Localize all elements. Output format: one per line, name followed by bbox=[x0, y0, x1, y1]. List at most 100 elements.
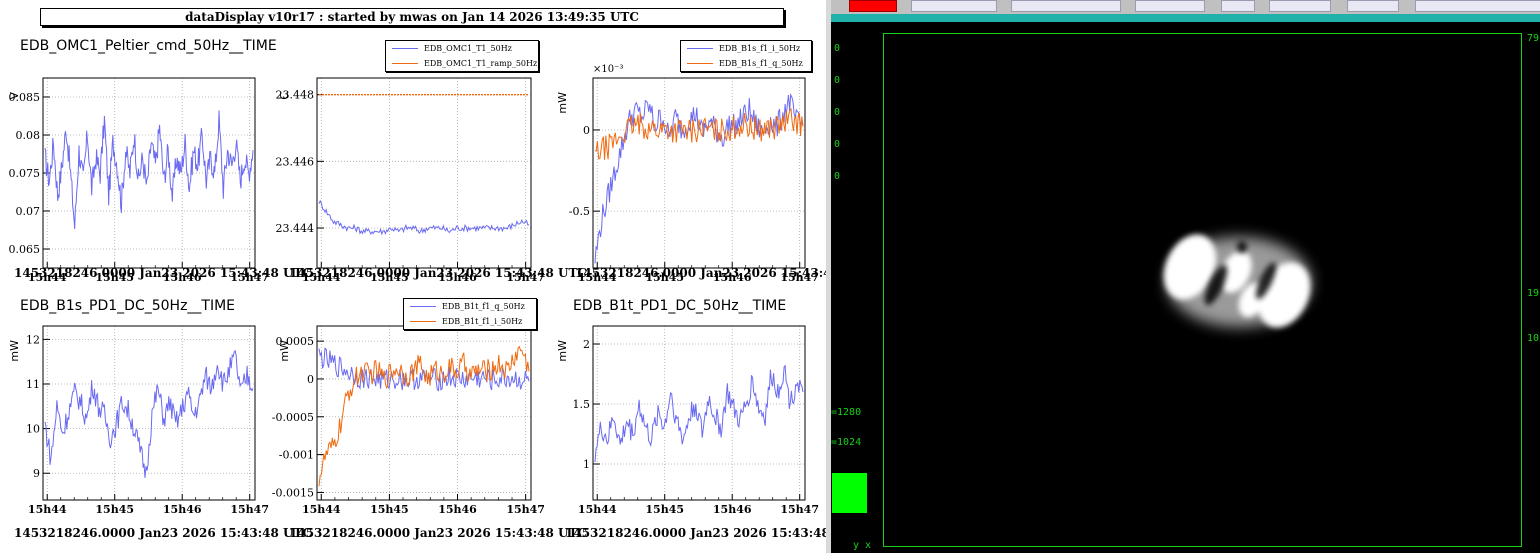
series-line bbox=[44, 349, 254, 478]
y-tick-label: 10 bbox=[26, 423, 40, 436]
y-axis-label: V bbox=[8, 92, 21, 100]
y-tick-label: 0 bbox=[307, 373, 314, 386]
x-tick-label: 15h47 bbox=[780, 271, 819, 284]
left-scale-label: 0 bbox=[834, 107, 841, 118]
y-tick-label: 0.0005 bbox=[276, 335, 315, 348]
beam-spot-image bbox=[1163, 234, 1311, 328]
plot-canvas: 15h44 15h45 15h46 15h47 -0.0015 -0.001 -0.0005… bbox=[272, 325, 545, 516]
y-tick-label: 9 bbox=[33, 467, 40, 480]
left-scale-label: 0 bbox=[834, 171, 841, 182]
toolbar-button-red[interactable] bbox=[849, 0, 897, 12]
toolbar-button-6[interactable] bbox=[1347, 0, 1399, 12]
y-tick-label: 0.08 bbox=[16, 129, 41, 142]
series-line bbox=[318, 345, 530, 487]
x-tick-label: 15h47 bbox=[230, 271, 269, 284]
legend-label: EDB_B1s_f1_q_50Hz bbox=[719, 59, 803, 68]
y-tick-label: 0 bbox=[583, 124, 590, 137]
x-tick-label: 15h46 bbox=[438, 503, 477, 516]
y-tick-label: -0.001 bbox=[279, 449, 314, 462]
plot-timestamp: 1453218246.0000 Jan23 2026 15:43:48 UTC bbox=[14, 526, 312, 540]
plot-pad-5[interactable]: 1453218246.0000 Jan23 2026 15:43:48 UTC 1… bbox=[272, 292, 587, 552]
x-tick-label: 15h47 bbox=[506, 271, 545, 284]
toolbar-button-1[interactable] bbox=[911, 0, 997, 12]
x-tick-label: 15h44 bbox=[302, 503, 341, 516]
y-tick-label: 23.448 bbox=[276, 89, 315, 102]
x-tick-label: 15h47 bbox=[780, 503, 819, 516]
x-tick-label: 15h44 bbox=[28, 503, 67, 516]
legend-label: EDB_B1s_f1_i_50Hz bbox=[719, 44, 801, 53]
plot-timestamp: 1453218246.0000 Jan23 2026 15:43:48 UTC bbox=[289, 526, 587, 540]
x-tick-label: 15h46 bbox=[713, 271, 752, 284]
y-exponent-label: ×10⁻³ bbox=[593, 64, 623, 75]
y-tick-label: 11 bbox=[26, 378, 40, 391]
left-scale-label: 0 bbox=[834, 139, 841, 150]
y-tick-label: 23.446 bbox=[276, 155, 315, 168]
right-scale-label: 19 bbox=[1527, 288, 1540, 299]
y-tick-label: 1.5 bbox=[573, 398, 591, 411]
plot-pad-2[interactable]: 1453218246.0000 Jan23 2026 15:43:48 UTC 1… bbox=[276, 30, 587, 290]
toolbar-button-2[interactable] bbox=[1011, 0, 1121, 12]
toolbar-button-3[interactable] bbox=[1135, 0, 1205, 12]
plot-title: EDB_B1t_PD1_DC_50Hz__TIME bbox=[573, 298, 787, 314]
legend-swatch bbox=[687, 48, 713, 49]
legend-label: EDB_OMC1_T1_50Hz bbox=[424, 44, 512, 53]
right-scale-label: 10 bbox=[1527, 333, 1540, 344]
legend-entry: EDB_B1s_f1_q_50Hz bbox=[681, 56, 811, 71]
y-tick-label: 2 bbox=[583, 338, 590, 351]
x-tick-label: 15h44 bbox=[302, 271, 341, 284]
legend-entry: EDB_B1t_f1_i_50Hz bbox=[404, 314, 536, 329]
y-axis-label: mW bbox=[556, 340, 569, 362]
x-tick-label: 15h47 bbox=[230, 503, 269, 516]
viewer-toolbar bbox=[831, 0, 1540, 14]
left-scale-label: 0 bbox=[834, 43, 841, 54]
plot-title: EDB_OMC1_Peltier_cmd_50Hz__TIME bbox=[20, 38, 277, 54]
plot-legend[interactable]: EDB_OMC1_T1_50Hz EDB_OMC1_T1_ramp_50Hz bbox=[385, 40, 539, 72]
plot-frame bbox=[42, 325, 256, 501]
plot-legend[interactable]: EDB_B1t_f1_q_50Hz EDB_B1t_f1_i_50Hz bbox=[403, 298, 537, 330]
status-indicator[interactable] bbox=[832, 473, 867, 513]
y-tick-label: 1 bbox=[583, 458, 590, 471]
y-tick-label: 0.085 bbox=[9, 91, 41, 104]
y-axis-label: mW bbox=[278, 340, 291, 362]
toolbar-button-4[interactable] bbox=[1221, 0, 1255, 12]
plot-timestamp: 1453218246.0000 Jan23 2026 15:43:48 UTC bbox=[575, 266, 873, 280]
legend-swatch bbox=[410, 321, 436, 322]
x-tick-label: 15h45 bbox=[370, 271, 409, 284]
legend-entry: EDB_OMC1_T1_50Hz bbox=[386, 41, 538, 56]
x-tick-label: 15h44 bbox=[28, 271, 67, 284]
plot-timestamp: 1453218246.0000 Jan23 2026 15:43:48 UTC bbox=[565, 526, 863, 540]
legend-swatch bbox=[687, 63, 713, 64]
toolbar-button-5[interactable] bbox=[1269, 0, 1331, 12]
plot-frame bbox=[592, 325, 806, 501]
plot-pad-3[interactable]: 1453218246.0000 Jan23 2026 15:43:48 UTC 1… bbox=[555, 30, 873, 290]
plot-legend[interactable]: EDB_B1s_f1_i_50Hz EDB_B1s_f1_q_50Hz bbox=[680, 40, 812, 72]
y-axis-label: C bbox=[278, 92, 291, 100]
plot-frame bbox=[42, 77, 256, 269]
series-line bbox=[594, 107, 804, 160]
x-tick-label: 15h46 bbox=[438, 271, 477, 284]
legend-entry: EDB_OMC1_T1_ramp_50Hz bbox=[386, 56, 538, 71]
y-tick-label: 12 bbox=[26, 333, 40, 346]
plot-pad-1[interactable]: EDB_OMC1_Peltier_cmd_50Hz__TIME 145321824… bbox=[0, 30, 312, 290]
camera-image-frame[interactable] bbox=[883, 33, 1522, 547]
legend-entry: EDB_B1s_f1_i_50Hz bbox=[681, 41, 811, 56]
y-tick-label: -0.5 bbox=[569, 205, 590, 218]
x-tick-label: 15h45 bbox=[95, 271, 134, 284]
y-tick-label: 0.07 bbox=[16, 205, 41, 218]
y-tick-label: 23.444 bbox=[276, 222, 315, 235]
x-tick-label: 15h44 bbox=[578, 503, 617, 516]
plot-pad-6[interactable]: EDB_B1t_PD1_DC_50Hz__TIME 1453218246.0000… bbox=[555, 292, 863, 552]
toolbar-button-7[interactable] bbox=[1415, 0, 1540, 12]
x-tick-label: 15h47 bbox=[506, 503, 545, 516]
y-axis-label: mW bbox=[556, 92, 569, 114]
series-line bbox=[44, 110, 254, 230]
plot-title: EDB_B1s_PD1_DC_50Hz__TIME bbox=[20, 298, 236, 314]
image-height-label: =1024 bbox=[831, 437, 862, 448]
x-tick-label: 15h46 bbox=[163, 271, 202, 284]
viewer-status-strip bbox=[831, 14, 1540, 22]
plot-frame bbox=[592, 77, 806, 269]
x-tick-label: 15h44 bbox=[578, 271, 617, 284]
window-divider bbox=[826, 0, 831, 553]
plot-pad-4[interactable]: EDB_B1s_PD1_DC_50Hz__TIME 1453218246.0000… bbox=[0, 292, 312, 552]
